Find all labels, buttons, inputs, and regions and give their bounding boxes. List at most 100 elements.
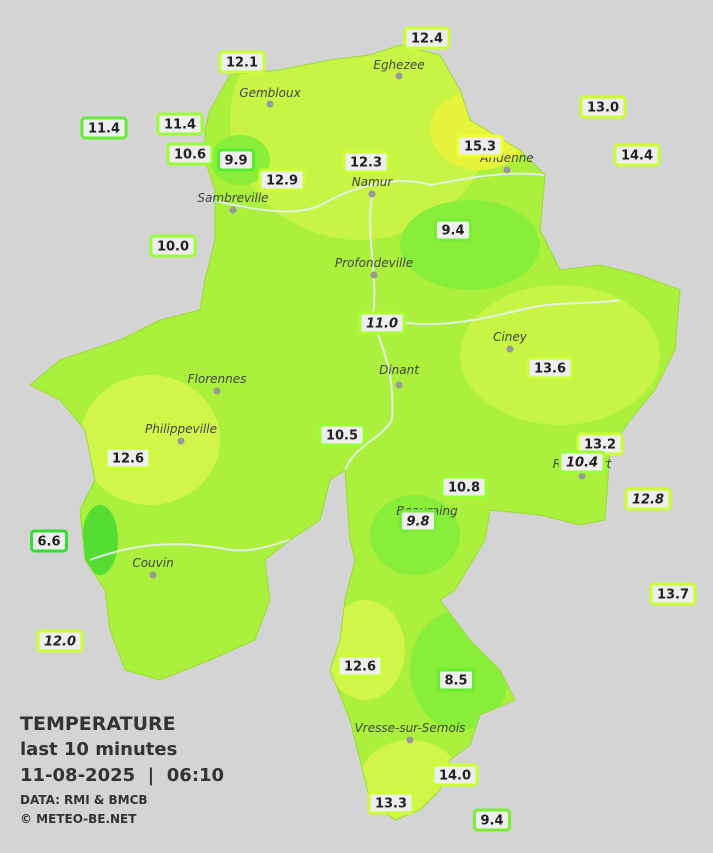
station: 15.3 <box>456 134 504 158</box>
station: 12.4 <box>403 26 451 50</box>
city-dot <box>395 381 403 389</box>
station: 6.6 <box>29 529 69 553</box>
city-label: Dinant <box>379 363 420 377</box>
station-value: 11.0 <box>366 317 398 332</box>
station-box <box>342 150 390 174</box>
station-value: 12.6 <box>112 452 144 467</box>
legend-block: TEMPERATURE last 10 minutes 11-08-2025 |… <box>20 713 224 826</box>
river <box>344 194 394 471</box>
city-label: Gembloux <box>239 86 301 100</box>
zone-warm <box>80 375 220 505</box>
zone-cool <box>370 495 460 575</box>
station-value: 13.7 <box>657 588 689 603</box>
station-value: 10.5 <box>326 429 358 444</box>
city-dot <box>503 166 511 174</box>
station-value: 15.3 <box>464 140 496 155</box>
station-value: 10.6 <box>174 148 206 163</box>
station-value: 13.0 <box>587 101 619 116</box>
station-value: 8.5 <box>444 674 467 689</box>
city-label: Ciney <box>493 330 528 344</box>
city-dot <box>229 206 237 214</box>
station-value: 12.0 <box>44 635 76 650</box>
rivers <box>89 172 621 561</box>
station-box <box>336 654 384 678</box>
station: 12.6 <box>104 446 152 470</box>
station: 9.4 <box>433 218 473 242</box>
station-box <box>433 218 473 242</box>
station: 9.4 <box>472 808 512 832</box>
zone-warm <box>460 285 660 425</box>
station: 13.3 <box>367 791 415 815</box>
station-box <box>624 487 672 511</box>
station-value: 12.9 <box>266 174 298 189</box>
station: 10.6 <box>166 142 214 166</box>
station: 13.7 <box>649 582 697 606</box>
station-value: 14.4 <box>621 149 653 164</box>
station-value: 11.4 <box>88 122 120 137</box>
city-label: Namur <box>352 175 394 189</box>
city-dot <box>177 437 185 445</box>
station: 12.8 <box>624 487 672 511</box>
station-value: 10.4 <box>566 456 598 471</box>
station: 9.9 <box>216 148 256 172</box>
station: 12.1 <box>218 50 266 74</box>
station-value: 9.4 <box>480 814 503 829</box>
city-label: Philippeville <box>145 422 217 436</box>
station-value: 9.8 <box>406 515 429 530</box>
station-box <box>36 629 84 653</box>
station-box <box>398 509 438 533</box>
station: 13.0 <box>579 95 627 119</box>
station-value: 11.4 <box>164 118 196 133</box>
station-value: 13.2 <box>584 438 616 453</box>
station: 13.6 <box>526 356 574 380</box>
station-box <box>156 112 204 136</box>
station: 11.4 <box>156 112 204 136</box>
station: 12.6 <box>336 654 384 678</box>
station-value: 10.8 <box>448 481 480 496</box>
city-dot <box>149 571 157 579</box>
zone-cool <box>400 200 540 290</box>
station-value: 9.4 <box>441 224 464 239</box>
station: 10.4 <box>558 450 606 474</box>
station-box <box>104 446 152 470</box>
city-dot <box>370 271 378 279</box>
river <box>391 299 621 326</box>
city-label: Eghezee <box>373 58 424 72</box>
station: 12.9 <box>258 168 306 192</box>
station-box <box>649 582 697 606</box>
station-box <box>367 791 415 815</box>
station-box <box>613 143 661 167</box>
station: 10.0 <box>149 234 197 258</box>
city-label: Florennes <box>188 372 247 386</box>
city-label: Couvin <box>132 556 173 570</box>
city-label: Profondeville <box>335 256 413 270</box>
station-value: 12.4 <box>411 32 443 47</box>
city-dot <box>368 190 376 198</box>
station: 10.5 <box>318 423 366 447</box>
station: 14.0 <box>431 763 479 787</box>
station: 12.0 <box>36 629 84 653</box>
station: 11.4 <box>80 116 128 140</box>
station-value: 10.0 <box>157 240 189 255</box>
city-dot <box>578 472 586 480</box>
zone-cold <box>82 505 118 575</box>
station-value: 6.6 <box>37 535 60 550</box>
station: 9.8 <box>398 509 438 533</box>
station-box <box>431 763 479 787</box>
source: DATA: RMI & BMCB <box>20 793 148 807</box>
title: TEMPERATURE <box>20 713 176 735</box>
river <box>89 539 291 561</box>
station: 13.2 <box>576 432 624 456</box>
station: 11.0 <box>358 311 406 335</box>
station-box <box>318 423 366 447</box>
city-dot <box>395 72 403 80</box>
station-box <box>436 668 476 692</box>
station-box <box>440 475 488 499</box>
city-dot <box>406 736 414 744</box>
city-dot <box>266 100 274 108</box>
station-box <box>403 26 451 50</box>
station-box <box>149 234 197 258</box>
station-value: 12.3 <box>350 156 382 171</box>
station-box <box>218 50 266 74</box>
station-value: 13.6 <box>534 362 566 377</box>
